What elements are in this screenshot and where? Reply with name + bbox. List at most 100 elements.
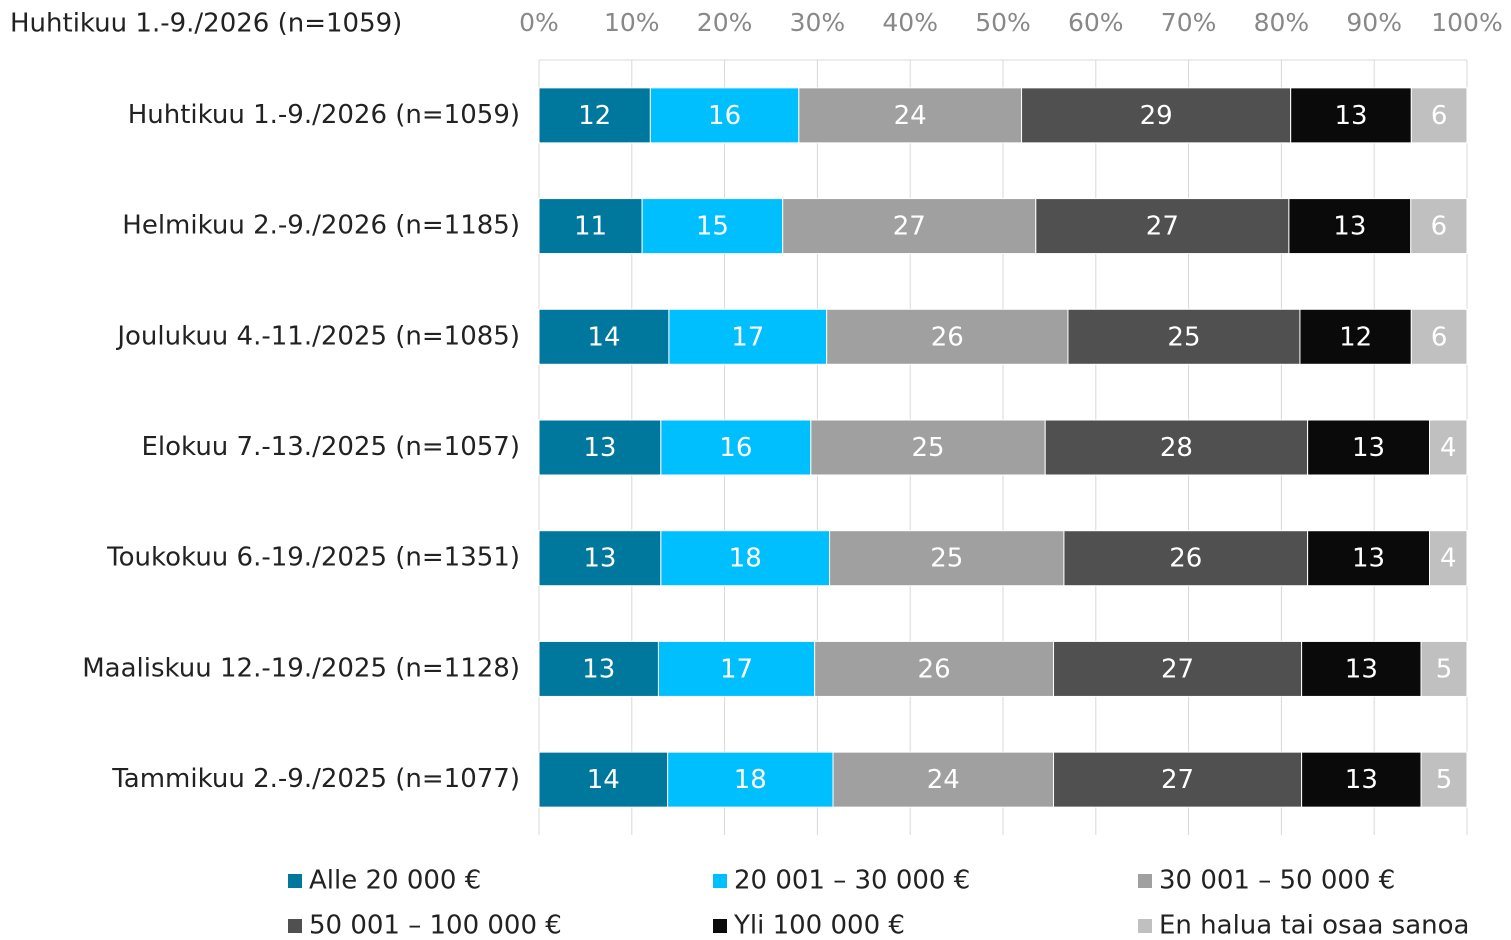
bar-segment xyxy=(1410,87,1468,144)
bar-segment xyxy=(810,419,1046,476)
y-tick-label: Elokuu 7.-13./2025 (n=1057) xyxy=(142,432,521,462)
y-tick-label: Tammikuu 2.-9./2025 (n=1077) xyxy=(111,764,520,794)
bar-segment xyxy=(660,419,812,476)
bar-segment xyxy=(1288,198,1412,255)
data-label: 13 xyxy=(1352,433,1385,463)
bar-segment xyxy=(1021,87,1292,144)
data-label: 4 xyxy=(1440,433,1457,463)
bar-segment xyxy=(1067,308,1301,365)
x-tick-label: 20% xyxy=(697,8,753,37)
bar-segment xyxy=(782,198,1037,255)
x-tick-label: 30% xyxy=(790,8,846,37)
bar-segment xyxy=(798,87,1023,144)
legend-label: 50 001 – 100 000 € xyxy=(309,911,562,940)
x-tick-label: 10% xyxy=(604,8,660,37)
data-label: 25 xyxy=(930,544,963,574)
data-label: 27 xyxy=(1161,654,1194,684)
x-tick-label: 90% xyxy=(1346,8,1402,37)
bar-segment xyxy=(1429,530,1468,587)
data-label: 13 xyxy=(1352,544,1385,574)
data-label: 24 xyxy=(927,765,960,795)
legend-swatch xyxy=(713,919,727,933)
data-label: 16 xyxy=(708,101,741,131)
x-tick-label: 50% xyxy=(975,8,1031,37)
legend-label: Alle 20 000 € xyxy=(309,866,481,896)
bar-segment xyxy=(538,640,659,697)
data-label: 4 xyxy=(1440,544,1457,574)
data-label: 13 xyxy=(1345,765,1378,795)
data-label: 13 xyxy=(1333,212,1366,242)
data-label: 17 xyxy=(720,654,753,684)
data-label: 28 xyxy=(1160,433,1193,463)
x-tick-label: 0% xyxy=(519,8,559,37)
bar-segment xyxy=(832,751,1055,808)
legend-swatch xyxy=(713,874,727,888)
data-label: 25 xyxy=(1167,322,1200,352)
legend-label: 30 001 – 50 000 € xyxy=(1159,866,1395,896)
data-label: 12 xyxy=(578,101,611,131)
data-label: 6 xyxy=(1431,101,1448,131)
data-label: 18 xyxy=(729,544,762,574)
bar-segment xyxy=(538,198,643,255)
data-label: 5 xyxy=(1436,654,1453,684)
bar-segment xyxy=(1420,751,1468,808)
legend-swatch xyxy=(288,874,302,888)
data-label: 16 xyxy=(719,433,752,463)
bar-segment xyxy=(814,640,1055,697)
data-label: 17 xyxy=(731,322,764,352)
bar-segment xyxy=(1307,419,1431,476)
bar-segment xyxy=(1053,751,1303,808)
data-label: 27 xyxy=(1146,212,1179,242)
y-tick-label: Helmikuu 2.-9./2026 (n=1185) xyxy=(122,211,520,241)
bar-segment xyxy=(1307,530,1431,587)
x-tick-label: 100% xyxy=(1431,8,1502,37)
bar-segment xyxy=(1429,419,1468,476)
data-label: 13 xyxy=(1345,654,1378,684)
bar-segment xyxy=(538,87,651,144)
data-label: 27 xyxy=(893,212,926,242)
data-label: 26 xyxy=(918,654,951,684)
data-label: 15 xyxy=(696,212,729,242)
y-tick-label: Huhtikuu 1.-9./2026 (n=1059) xyxy=(128,100,520,130)
data-label: 27 xyxy=(1161,765,1194,795)
data-label: 13 xyxy=(1334,101,1367,131)
bar-segment xyxy=(1301,751,1422,808)
data-label: 6 xyxy=(1431,322,1448,352)
data-label: 26 xyxy=(931,322,964,352)
bar-segment xyxy=(829,530,1065,587)
data-label: 6 xyxy=(1431,212,1448,242)
y-tick-label: Joulukuu 4.-11./2025 (n=1085) xyxy=(115,321,520,351)
bar-segment xyxy=(667,751,834,808)
legend-swatch xyxy=(288,919,302,933)
legend-label: 20 001 – 30 000 € xyxy=(734,866,970,896)
legend-swatch xyxy=(1138,919,1152,933)
data-label: 13 xyxy=(583,433,616,463)
chart-subtitle: Huhtikuu 1.-9./2026 (n=1059) xyxy=(10,9,402,39)
x-tick-label: 70% xyxy=(1161,8,1217,37)
data-label: 24 xyxy=(894,101,927,131)
bar-segment xyxy=(1410,308,1468,365)
bar-segment xyxy=(1035,198,1290,255)
data-label: 5 xyxy=(1436,765,1453,795)
data-label: 13 xyxy=(582,654,615,684)
data-label: 14 xyxy=(587,765,620,795)
data-label: 14 xyxy=(587,322,620,352)
y-tick-label: Maaliskuu 12.-19./2025 (n=1128) xyxy=(82,653,520,683)
legend-label: Yli 100 000 € xyxy=(733,911,905,940)
data-label: 11 xyxy=(574,212,607,242)
bar-segment xyxy=(1299,308,1412,365)
x-tick-label: 40% xyxy=(882,8,938,37)
bar-segment xyxy=(1420,640,1468,697)
data-label: 18 xyxy=(734,765,767,795)
y-tick-label: Toukokuu 6.-19./2025 (n=1351) xyxy=(106,543,520,573)
bar-segment xyxy=(1301,640,1422,697)
bar-segment xyxy=(649,87,800,144)
x-tick-label: 60% xyxy=(1068,8,1124,37)
bar-segment xyxy=(538,308,670,365)
bar-segment xyxy=(1290,87,1412,144)
bar-segment xyxy=(1044,419,1309,476)
bar-segment xyxy=(668,308,828,365)
data-label: 13 xyxy=(583,544,616,574)
bar-segment xyxy=(657,640,816,697)
